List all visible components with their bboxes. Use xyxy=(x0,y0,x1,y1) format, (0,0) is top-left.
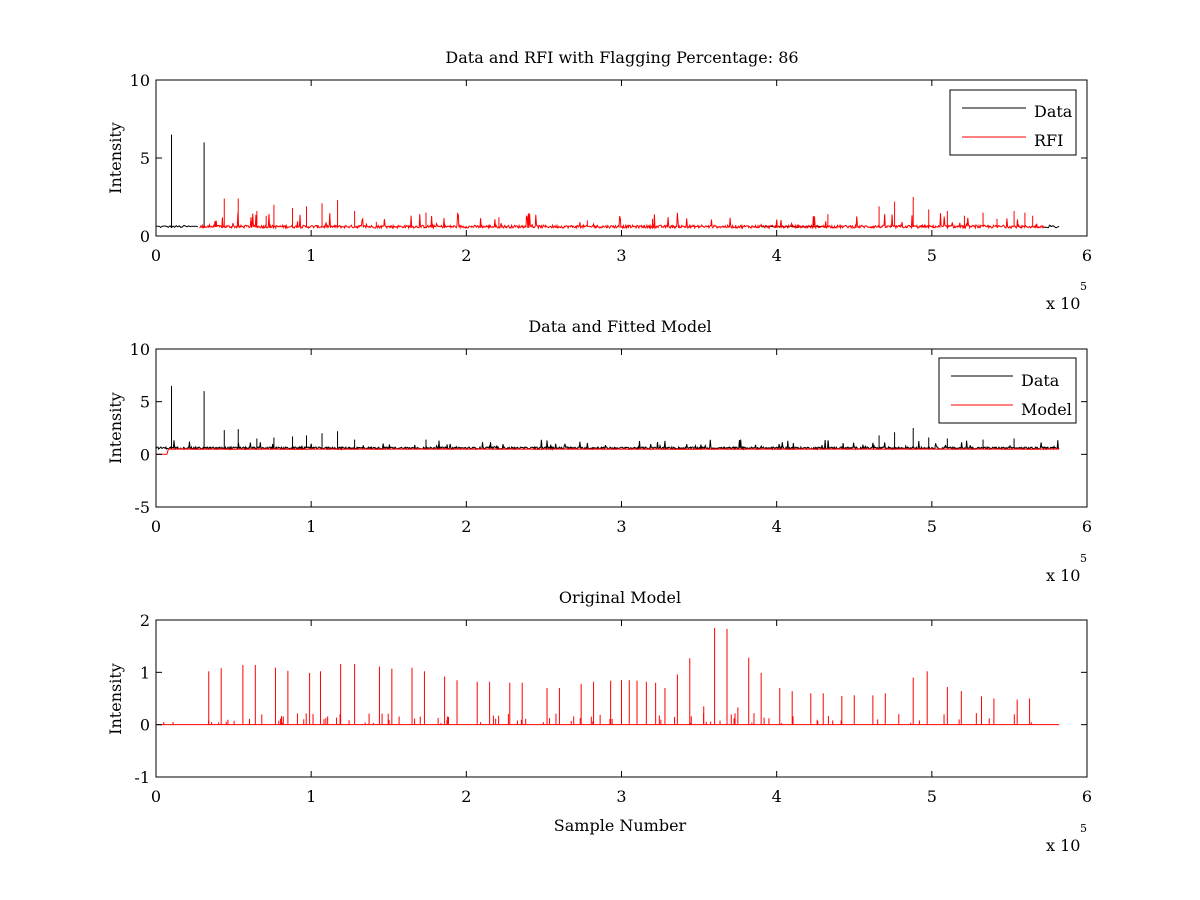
legend: Data RFI xyxy=(949,89,1077,156)
x-tick-label: 1 xyxy=(306,246,316,265)
x-multiplier-exponent: 5 xyxy=(1080,822,1087,835)
y-tick-label: 0 xyxy=(140,716,150,735)
y-tick-label: -1 xyxy=(134,768,150,787)
legend-box xyxy=(949,89,1077,156)
x-multiplier-exponent: 5 xyxy=(1080,280,1087,293)
x-tick-label: 5 xyxy=(927,517,937,536)
legend-label-data: Data xyxy=(1021,371,1060,390)
subplot-rfi: Data and RFI with Flagging Percentage: 8… xyxy=(106,48,1092,313)
x-tick-label: 3 xyxy=(616,787,626,806)
y-tick-label: 1 xyxy=(140,663,150,682)
y-tick-label: 5 xyxy=(140,393,150,412)
x-tick-label: 6 xyxy=(1082,246,1092,265)
y-tick-label: 10 xyxy=(130,340,150,359)
data-line xyxy=(156,224,199,229)
legend-label-data: Data xyxy=(1034,102,1073,121)
x-tick-label: 2 xyxy=(461,787,471,806)
y-tick-label: 10 xyxy=(130,71,150,90)
x-tick-label: 6 xyxy=(1082,787,1092,806)
x-tick-label: 0 xyxy=(151,787,161,806)
legend-label-model: Model xyxy=(1021,400,1072,419)
x-tick-label: 2 xyxy=(461,246,471,265)
subplot-title: Original Model xyxy=(559,588,681,607)
x-tick-label: 6 xyxy=(1082,517,1092,536)
y-axis-label: Intensity xyxy=(106,392,125,464)
x-multiplier-exponent: 5 xyxy=(1080,552,1087,565)
x-tick-label: 1 xyxy=(306,787,316,806)
y-tick-label: -5 xyxy=(134,498,150,517)
x-axis-label: Sample Number xyxy=(554,816,687,835)
legend-label-rfi: RFI xyxy=(1034,131,1063,150)
rfi-line xyxy=(199,212,1045,230)
y-axis-label: Intensity xyxy=(106,122,125,194)
model-line xyxy=(168,448,1060,450)
y-axis-label: Intensity xyxy=(106,663,125,735)
y-tick-label: 0 xyxy=(140,445,150,464)
legend-box xyxy=(938,357,1077,424)
x-tick-label: 0 xyxy=(151,246,161,265)
x-tick-label: 2 xyxy=(461,517,471,536)
x-tick-label: 3 xyxy=(616,517,626,536)
x-multiplier: x 10 xyxy=(1046,836,1080,855)
x-tick-label: 3 xyxy=(616,246,626,265)
x-multiplier: x 10 xyxy=(1046,566,1080,585)
x-tick-label: 1 xyxy=(306,517,316,536)
x-tick-label: 4 xyxy=(772,517,782,536)
plot-area xyxy=(156,627,1060,726)
x-multiplier: x 10 xyxy=(1046,294,1080,313)
x-tick-label: 5 xyxy=(927,787,937,806)
data-line xyxy=(1043,224,1060,229)
axis-ticks: 0 1 2 3 4 5 6 0 5 10 xyxy=(130,71,1092,265)
subplot-title: Data and RFI with Flagging Percentage: 8… xyxy=(445,48,798,67)
subplot-title: Data and Fitted Model xyxy=(528,317,711,336)
subplot-fitted-model: Data and Fitted Model Intensity 0 1 2 3 4 5 6 -… xyxy=(106,317,1092,585)
x-tick-label: 5 xyxy=(927,246,937,265)
x-tick-label: 4 xyxy=(772,246,782,265)
x-tick-label: 4 xyxy=(772,787,782,806)
plot-area xyxy=(156,134,1060,230)
y-tick-label: 0 xyxy=(140,227,150,246)
subplot-original-model: Original Model Intensity Sample Number 0… xyxy=(106,588,1092,855)
y-tick-label: 2 xyxy=(140,611,150,630)
y-tick-label: 5 xyxy=(140,149,150,168)
x-tick-label: 0 xyxy=(151,517,161,536)
legend: Data Model xyxy=(938,357,1077,424)
